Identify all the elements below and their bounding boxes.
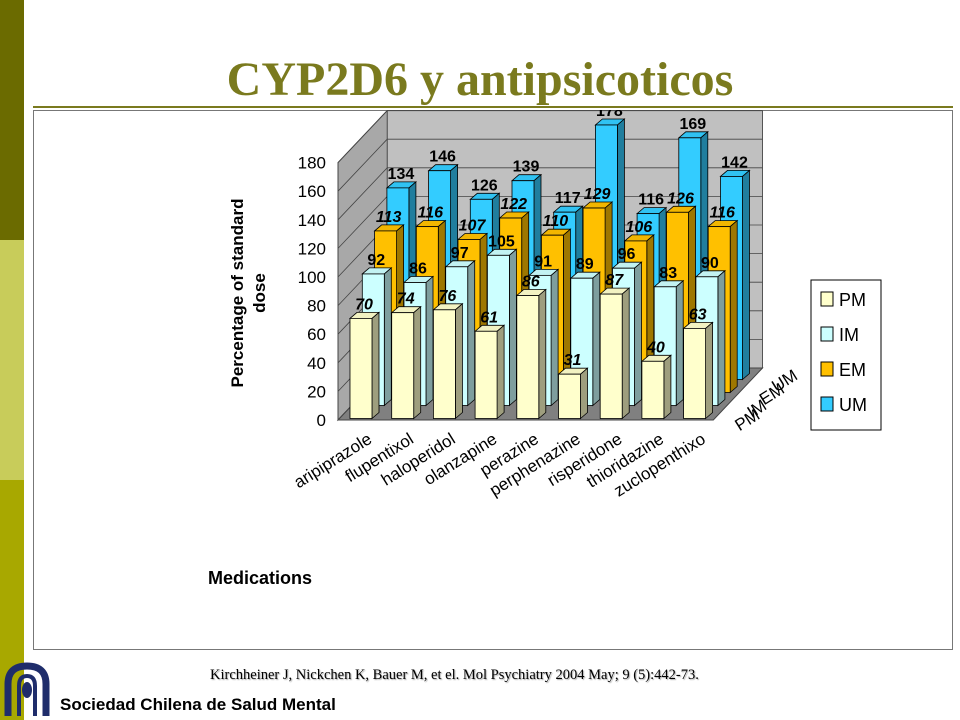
bar-side <box>371 311 380 420</box>
bar-side <box>467 259 476 407</box>
data-label: 86 <box>409 261 427 278</box>
title-divider <box>33 106 953 108</box>
bar-side <box>425 275 434 407</box>
bar-pm-perazine <box>516 295 540 419</box>
y-tick-label: 120 <box>298 239 326 258</box>
bar-side <box>729 219 738 394</box>
data-label: 169 <box>679 116 706 133</box>
data-label: 110 <box>543 213 569 230</box>
data-label: 86 <box>522 274 540 291</box>
organization-name: Sociedad Chilena de Salud Mental <box>60 695 336 714</box>
bar-pm-olanzapine <box>474 330 498 419</box>
bar-side <box>580 367 588 420</box>
y-tick-label: 80 <box>307 297 326 316</box>
y-tick-label: 160 <box>298 182 326 201</box>
data-label: 122 <box>500 196 527 213</box>
bar-side <box>538 288 547 420</box>
slide-title: CYP2D6 y antipsicoticos <box>226 53 734 106</box>
bar-side <box>717 269 726 407</box>
legend-label: PM <box>839 290 866 310</box>
legend-swatch <box>820 361 834 377</box>
citation-text: Kirchheiner J, Nickchen K, Bauer M, et e… <box>210 667 699 683</box>
data-label: 76 <box>439 288 457 305</box>
legend-label: UM <box>839 395 867 415</box>
x-axis-title: Medications <box>208 568 312 588</box>
bar-side <box>705 321 713 420</box>
gridline <box>337 138 763 192</box>
data-label: 31 <box>564 352 582 369</box>
data-label: 40 <box>646 339 665 356</box>
data-label: 107 <box>459 217 487 234</box>
bar-side <box>742 169 750 381</box>
data-label: 113 <box>376 209 402 226</box>
bar-side <box>383 267 392 407</box>
data-label: 87 <box>605 272 624 289</box>
bar-side <box>550 268 559 407</box>
y-tick-label: 140 <box>298 211 326 230</box>
data-label: 105 <box>488 233 515 250</box>
data-label: 126 <box>471 177 498 194</box>
y-axis-title: dose <box>250 273 269 313</box>
bar-pm-haloperidol <box>432 309 456 419</box>
sidebar-stripe <box>0 240 24 480</box>
data-label: 74 <box>397 291 415 308</box>
y-tick-label: 100 <box>298 268 326 287</box>
data-label: 134 <box>388 166 415 183</box>
y-tick-label: 60 <box>307 325 326 344</box>
data-label: 106 <box>625 219 652 236</box>
bar-pm-zuclopenthixol <box>683 328 706 419</box>
data-label: 83 <box>659 265 677 282</box>
y-tick-label: 20 <box>307 382 326 401</box>
sidebar-accent <box>0 0 24 720</box>
bar-side <box>634 261 642 407</box>
bar-side <box>496 324 505 420</box>
data-label: 139 <box>513 159 540 176</box>
data-label: 63 <box>689 306 707 323</box>
y-tick-label: 40 <box>307 354 326 373</box>
data-label: 92 <box>367 252 385 269</box>
data-label: 178 <box>596 110 623 120</box>
data-label: 89 <box>576 256 594 273</box>
gridline <box>337 167 763 221</box>
data-label: 91 <box>534 253 552 270</box>
data-label: 116 <box>638 192 664 209</box>
organization-logo <box>4 662 50 716</box>
data-label: 116 <box>709 205 735 222</box>
bar-pm-thioridazine <box>641 360 665 419</box>
y-tick-label: 0 <box>317 411 326 430</box>
bar-side <box>508 248 517 407</box>
data-label: 126 <box>667 190 694 207</box>
bar-side <box>413 305 422 420</box>
bar-pm-aripiprazole <box>349 317 373 419</box>
legend-swatch <box>820 326 834 342</box>
legend-label: EM <box>839 360 866 380</box>
bar-side <box>675 279 684 407</box>
data-label: 117 <box>555 190 581 207</box>
sidebar-stripe <box>0 0 24 240</box>
data-label: 90 <box>701 255 719 272</box>
y-axis-title: Percentage of standard <box>228 199 247 388</box>
bar-pm-flupentixol <box>391 312 415 419</box>
legend-label: IM <box>839 325 859 345</box>
legend-swatch <box>820 396 834 412</box>
bar-side <box>454 302 463 420</box>
bar-pm-risperidone <box>599 293 623 419</box>
data-label: 70 <box>355 296 373 313</box>
data-label: 146 <box>429 149 456 166</box>
y-tick-label: 180 <box>298 154 326 173</box>
data-label: 116 <box>418 205 444 222</box>
legend-swatch <box>820 291 834 307</box>
bar-pm-perphenazine <box>558 373 581 419</box>
data-label: 129 <box>584 186 611 203</box>
bar-side <box>592 271 601 407</box>
gridline <box>337 110 763 163</box>
data-label: 96 <box>618 246 636 263</box>
bar-side <box>663 354 672 420</box>
bar-side <box>621 287 630 420</box>
data-label: 142 <box>721 154 748 171</box>
data-label: 61 <box>480 309 498 326</box>
data-label: 97 <box>451 245 469 262</box>
